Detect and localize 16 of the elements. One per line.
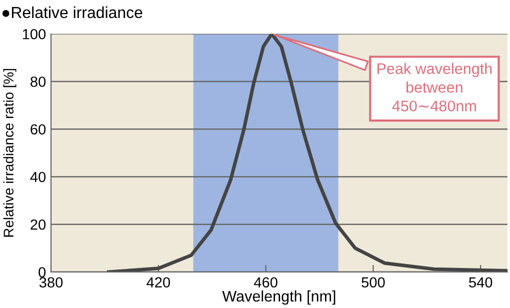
annotation: Peak wavelength between 450∼480nm <box>377 62 492 112</box>
y-tick-label: 40 <box>30 172 46 182</box>
y-tick-label: 60 <box>30 124 46 135</box>
x-tick-label: 380 <box>39 277 63 288</box>
y-tick-label: 0 <box>38 267 46 278</box>
x-tick-label: 460 <box>254 277 278 288</box>
x-tick-label: 540 <box>469 277 492 288</box>
y-tick-label: 100 <box>22 28 46 40</box>
x-tick-label: 420 <box>146 277 170 288</box>
chart-title: ●Relative irradiance <box>2 6 142 18</box>
x-tick-label: 500 <box>362 277 385 288</box>
y-axis-title: Relative irradiance ratio [%] <box>3 68 16 237</box>
y-tick-label: 20 <box>30 219 46 230</box>
line-series <box>106 34 508 272</box>
y-tick-label: 80 <box>30 76 46 87</box>
x-axis-title: Wavelength [nm] <box>222 290 336 305</box>
